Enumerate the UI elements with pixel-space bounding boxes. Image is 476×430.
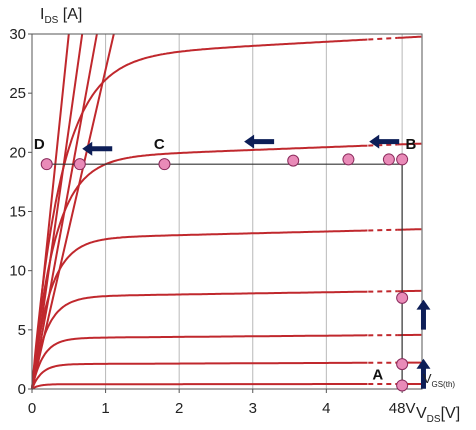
arrows bbox=[82, 134, 431, 389]
point-4 bbox=[342, 153, 355, 166]
tick-labels: 0 1 2 3 4 48V 0 5 10 15 20 25 30 bbox=[9, 26, 415, 417]
point-9 bbox=[396, 379, 409, 392]
point-0 bbox=[40, 158, 53, 171]
point-label-b: B bbox=[406, 136, 417, 153]
point-7 bbox=[396, 291, 409, 304]
labels: IDS [A] VDS[V] VGS(th) D C B A bbox=[34, 6, 460, 425]
point-label-a: A bbox=[372, 367, 383, 384]
arrow-left-2 bbox=[369, 134, 400, 149]
y-tick-label-1: 5 bbox=[18, 322, 26, 339]
point-6 bbox=[396, 153, 409, 166]
curve-9 bbox=[31, 361, 368, 390]
arrow-left-1 bbox=[244, 134, 275, 149]
curve-5-tail bbox=[397, 142, 422, 146]
vgs-th-label: VGS(th) bbox=[423, 371, 456, 389]
points bbox=[40, 153, 409, 392]
curve-6 bbox=[31, 229, 368, 390]
point-8 bbox=[396, 358, 409, 371]
curve-4-break bbox=[368, 36, 398, 41]
x-tick-label-2: 2 bbox=[175, 400, 183, 417]
point-label-c: C bbox=[154, 136, 165, 153]
x-tick-label-4: 4 bbox=[322, 400, 330, 417]
point-3 bbox=[287, 154, 300, 167]
arrow-up-3 bbox=[416, 299, 431, 330]
point-5 bbox=[382, 153, 395, 166]
curve-6-tail bbox=[397, 228, 422, 231]
curve-5 bbox=[31, 144, 368, 390]
y-tick-label-3: 15 bbox=[9, 204, 26, 221]
operating-path-line bbox=[46, 163, 403, 386]
x-axis-label: VDS[V] bbox=[416, 405, 460, 425]
curve-4-tail bbox=[397, 35, 422, 39]
point-1 bbox=[73, 158, 86, 171]
arrow-up-4 bbox=[416, 358, 431, 389]
curve-10 bbox=[31, 383, 368, 390]
y-tick-label-0: 0 bbox=[18, 381, 26, 398]
arrow-left-0 bbox=[82, 141, 113, 156]
curves bbox=[31, 33, 422, 390]
y-tick-label-2: 10 bbox=[9, 263, 26, 280]
curve-6-break bbox=[368, 228, 398, 232]
x-tick-label-1: 1 bbox=[101, 400, 109, 417]
y-tick-label-5: 25 bbox=[9, 85, 26, 102]
curve-8 bbox=[31, 334, 368, 390]
point-2 bbox=[158, 158, 171, 171]
y-tick-label-4: 20 bbox=[9, 144, 26, 161]
y-axis-label: IDS [A] bbox=[40, 6, 82, 26]
operating-path bbox=[46, 163, 403, 386]
point-label-d: D bbox=[34, 136, 45, 153]
y-tick-label-6: 30 bbox=[9, 26, 26, 43]
curve-7 bbox=[31, 290, 368, 390]
x-tick-label-5: 48V bbox=[389, 400, 416, 417]
x-tick-label-3: 3 bbox=[249, 400, 257, 417]
x-tick-label-0: 0 bbox=[28, 400, 36, 417]
curve-4 bbox=[31, 38, 368, 390]
curve-5-break bbox=[368, 143, 398, 147]
